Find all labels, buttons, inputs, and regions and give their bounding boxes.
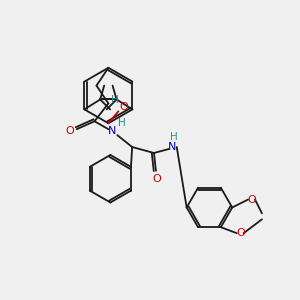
Text: O: O <box>153 174 161 184</box>
Text: H: H <box>170 132 178 142</box>
Text: O: O <box>65 126 74 136</box>
Text: O: O <box>236 228 245 238</box>
Text: O: O <box>120 102 129 112</box>
Text: N: N <box>108 126 116 136</box>
Text: N: N <box>168 142 176 152</box>
Text: O: O <box>248 194 256 205</box>
Text: H: H <box>111 95 119 106</box>
Text: H: H <box>118 118 126 128</box>
